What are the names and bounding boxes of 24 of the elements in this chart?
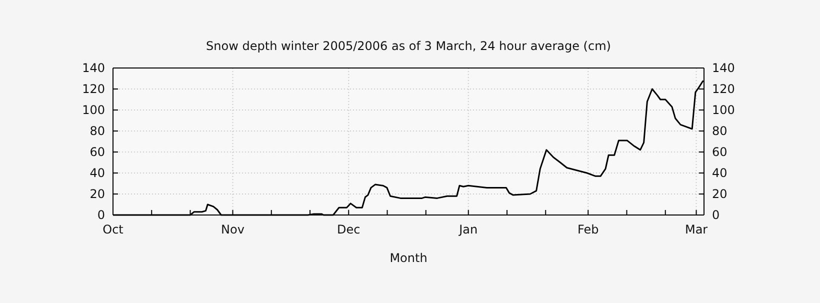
y-tick-label: 80 [90, 124, 105, 138]
x-tick-label: Dec [337, 222, 360, 237]
y-tick-label: 60 [90, 144, 105, 159]
x-tick-label: Jan [458, 222, 478, 237]
x-tick-label: Oct [102, 222, 124, 237]
y-tick-label: 100 [82, 102, 105, 117]
y-tick-label: 20 [90, 186, 105, 201]
y2-tick-label: 120 [712, 82, 735, 96]
y2-tick-label: 40 [712, 166, 728, 180]
y-tick-label: 0 [97, 208, 105, 222]
y-tick-label: 40 [90, 166, 105, 180]
x-tick-label: Feb [577, 222, 599, 237]
y-tick-label: 140 [82, 60, 105, 75]
chart-title: Snow depth winter 2005/2006 as of 3 March, 24 hour average (cm) [206, 39, 611, 53]
y2-tick-label: 100 [712, 102, 735, 117]
x-tick-label: Mar [684, 222, 708, 237]
y2-tick-label: 80 [712, 124, 728, 138]
y2-tick-label: 0 [712, 208, 720, 222]
y-tick-label: 120 [82, 82, 105, 96]
y2-tick-label: 60 [712, 144, 728, 159]
x-axis-title: Month [390, 251, 428, 265]
y2-tick-label: 140 [712, 60, 735, 75]
y2-tick-label: 20 [712, 186, 728, 201]
x-tick-label: Nov [221, 222, 244, 237]
